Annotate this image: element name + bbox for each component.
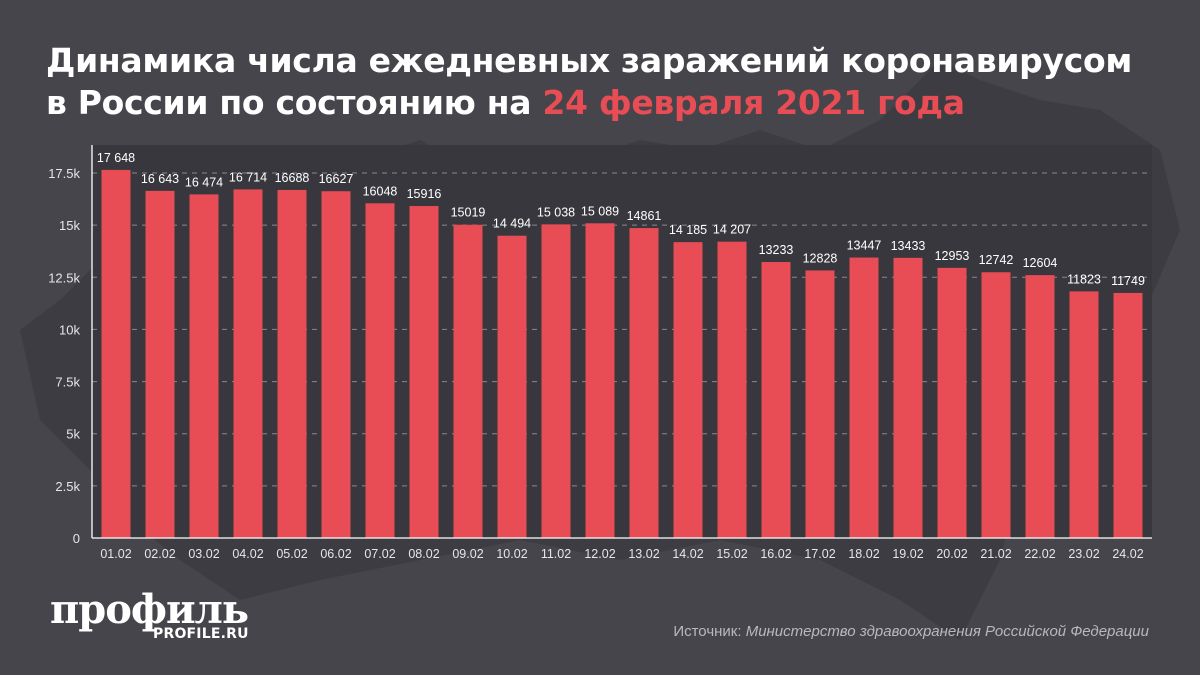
data-labels: 17 648 16 643 16 474 16 714 16688 16627 16048 1… <box>97 151 1145 288</box>
data-label: 15916 <box>407 187 442 201</box>
profile-logo: профиль PROFILE.RU <box>50 586 249 643</box>
bar <box>893 257 923 538</box>
data-label: 16 474 <box>185 175 223 189</box>
bars <box>101 169 1143 539</box>
x-tick-label: 07.02 <box>364 547 395 561</box>
data-label: 17 648 <box>97 151 135 165</box>
bar <box>937 267 967 538</box>
title-line-2-prefix: в России по состоянию на <box>46 83 543 122</box>
data-label: 11823 <box>1067 272 1101 286</box>
title-line-1: Динамика числа ежедневных заражений коро… <box>46 41 1132 80</box>
data-label: 12742 <box>979 253 1014 267</box>
x-tick-label: 24.02 <box>1112 547 1143 561</box>
y-tick-label: 7.5k <box>55 375 80 390</box>
y-tick-label: 5k <box>66 427 80 442</box>
data-label: 16048 <box>363 184 398 198</box>
x-tick-label: 15.02 <box>716 547 747 561</box>
bar <box>673 242 703 539</box>
bar <box>497 235 527 538</box>
x-tick-label: 05.02 <box>276 547 307 561</box>
data-label: 14 185 <box>669 223 707 237</box>
y-tick-label: 12.5k <box>48 270 80 285</box>
bar <box>365 203 395 538</box>
data-label: 13433 <box>891 239 926 253</box>
plot-area <box>92 145 1152 538</box>
x-tick-label: 02.02 <box>144 547 175 561</box>
data-label: 16 714 <box>229 170 267 184</box>
data-label: 16688 <box>275 171 310 185</box>
source-label: Источник: <box>673 623 746 640</box>
x-tick-label: 04.02 <box>232 547 263 561</box>
data-label: 16627 <box>319 172 354 186</box>
source-value: Министерство здравоохранения Российской … <box>745 623 1149 640</box>
x-tick-label: 20.02 <box>936 547 967 561</box>
x-tick-label: 17.02 <box>804 547 835 561</box>
y-tick-label: 15k <box>59 218 80 233</box>
chart-title: Динамика числа ежедневных заражений коро… <box>46 40 1176 124</box>
bar <box>849 257 879 538</box>
data-label: 15019 <box>451 206 486 220</box>
bar <box>189 194 219 539</box>
data-label: 14 494 <box>493 217 531 231</box>
bar <box>1113 292 1143 538</box>
bar <box>277 189 307 538</box>
data-label: 15 089 <box>581 204 619 218</box>
data-label: 13233 <box>759 243 794 257</box>
bar <box>981 272 1011 538</box>
data-label: 15 038 <box>537 205 575 219</box>
logo-wordmark: профиль <box>50 586 249 633</box>
x-tick-label: 14.02 <box>672 547 703 561</box>
data-label: 12953 <box>935 249 970 263</box>
x-tick-label: 06.02 <box>320 547 351 561</box>
x-tick-label: 01.02 <box>100 547 131 561</box>
gridlines <box>92 172 1152 487</box>
source-note: Источник: Министерство здравоохранения Р… <box>673 623 1149 640</box>
data-label: 12828 <box>803 251 838 265</box>
bar <box>145 190 175 538</box>
x-tick-label: 10.02 <box>496 547 527 561</box>
x-tick-label: 12.02 <box>584 547 615 561</box>
bar <box>761 261 791 538</box>
x-tick-label: 22.02 <box>1024 547 1055 561</box>
bar <box>101 169 131 538</box>
x-tick-label: 09.02 <box>452 547 483 561</box>
x-tick-label: 16.02 <box>760 547 791 561</box>
x-tick-label: 03.02 <box>188 547 219 561</box>
logo-site: PROFILE.RU <box>153 626 249 642</box>
bar <box>321 191 351 538</box>
x-tick-label: 18.02 <box>848 547 879 561</box>
bar <box>585 223 615 539</box>
title-date-accent: 24 февраля 2021 года <box>542 83 965 122</box>
y-tick-label: 10k <box>59 322 80 337</box>
y-tick-label: 0 <box>73 531 80 546</box>
x-tick-label: 23.02 <box>1068 547 1099 561</box>
data-label: 14861 <box>627 209 662 223</box>
title-line-2: в России по состоянию на 24 февраля 2021… <box>46 82 1176 124</box>
y-axis-ticks: 0 2.5k 5k 7.5k 10k 12.5k 15k 17.5k <box>48 166 80 546</box>
bar <box>409 206 439 538</box>
bar <box>805 270 835 538</box>
x-tick-label: 08.02 <box>408 547 439 561</box>
x-tick-label: 21.02 <box>980 547 1011 561</box>
data-label: 14 207 <box>713 223 751 237</box>
bar <box>629 228 659 539</box>
bar <box>1069 291 1099 538</box>
data-label: 13447 <box>847 239 882 253</box>
x-tick-label: 13.02 <box>628 547 659 561</box>
y-tick-label: 17.5k <box>48 166 80 181</box>
data-label: 12604 <box>1023 256 1058 270</box>
x-tick-label: 19.02 <box>892 547 923 561</box>
x-axis-ticks: 01.02 02.02 03.02 04.02 05.02 06.02 07.02 08.02… <box>100 547 1143 561</box>
bar <box>541 224 571 538</box>
bar <box>233 189 263 538</box>
bar <box>453 224 483 538</box>
y-tick-label: 2.5k <box>55 479 80 494</box>
data-label: 16 643 <box>141 172 179 186</box>
bar <box>717 241 747 539</box>
bar <box>1025 275 1055 538</box>
x-tick-label: 11.02 <box>541 547 571 561</box>
data-label: 11749 <box>1111 274 1145 288</box>
